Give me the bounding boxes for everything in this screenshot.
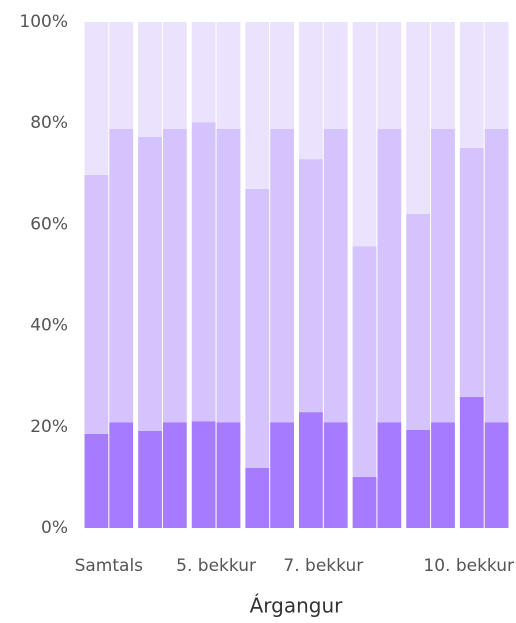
bar-segment bbox=[216, 22, 241, 129]
y-tick-label: 0% bbox=[41, 518, 68, 538]
bar-segment bbox=[191, 122, 216, 422]
bar-segment bbox=[109, 422, 134, 528]
bar-segment bbox=[299, 412, 323, 528]
x-tick-label: 10. bekkur bbox=[423, 556, 514, 576]
bar-segment bbox=[377, 22, 402, 129]
bar-segment bbox=[459, 22, 484, 148]
bar-segment bbox=[138, 136, 162, 431]
bar-segment bbox=[352, 22, 377, 247]
bar-segment bbox=[377, 128, 402, 423]
bar-segment bbox=[109, 22, 134, 129]
bar-segment bbox=[84, 174, 109, 434]
y-tick-label: 80% bbox=[30, 113, 68, 133]
bar-segment bbox=[245, 467, 270, 528]
y-tick-label: 100% bbox=[19, 12, 68, 32]
bar-segment bbox=[299, 159, 323, 413]
x-tick-label: 5. bekkur bbox=[176, 556, 256, 576]
bar-segment bbox=[377, 422, 402, 528]
bar-segment bbox=[484, 128, 509, 423]
bar-segment bbox=[109, 128, 134, 423]
y-tick-label: 40% bbox=[30, 316, 68, 336]
bar-segment bbox=[406, 213, 431, 430]
bar-segment bbox=[138, 430, 162, 528]
bar-segment bbox=[431, 128, 455, 423]
bar-segment bbox=[323, 128, 348, 423]
bar-segment bbox=[84, 22, 109, 175]
y-tick-label: 60% bbox=[30, 214, 68, 234]
bar-segment bbox=[245, 188, 270, 468]
bar-segment bbox=[484, 422, 509, 528]
bar-segment bbox=[270, 422, 294, 528]
bar-segment bbox=[216, 128, 241, 423]
bar-segment bbox=[138, 22, 162, 137]
bar-segment bbox=[299, 22, 323, 160]
bar-segment bbox=[270, 22, 294, 129]
bar-segment bbox=[162, 22, 187, 129]
bar-segment bbox=[352, 246, 377, 477]
bar-segment bbox=[323, 22, 348, 129]
bar-segment bbox=[191, 22, 216, 123]
x-axis-title: Árgangur bbox=[250, 594, 344, 618]
bar-segment bbox=[191, 421, 216, 528]
bar-segment bbox=[406, 22, 431, 214]
bar-segment bbox=[406, 429, 431, 528]
bar-segment bbox=[352, 476, 377, 528]
bar-segment bbox=[459, 147, 484, 397]
bar-segment bbox=[162, 422, 187, 528]
x-tick-label: Samtals bbox=[75, 556, 144, 576]
bar-segment bbox=[84, 433, 109, 528]
bar-segment bbox=[162, 128, 187, 423]
y-tick-label: 20% bbox=[30, 417, 68, 437]
bar-segment bbox=[484, 22, 509, 129]
bar-segment bbox=[431, 22, 455, 129]
bar-segment bbox=[270, 128, 294, 423]
bar-segment bbox=[431, 422, 455, 528]
bar-segment bbox=[323, 422, 348, 528]
x-tick-label: 7. bekkur bbox=[283, 556, 363, 576]
bar-segment bbox=[245, 22, 270, 189]
bar-segment bbox=[216, 422, 241, 528]
bar-segment bbox=[459, 396, 484, 528]
